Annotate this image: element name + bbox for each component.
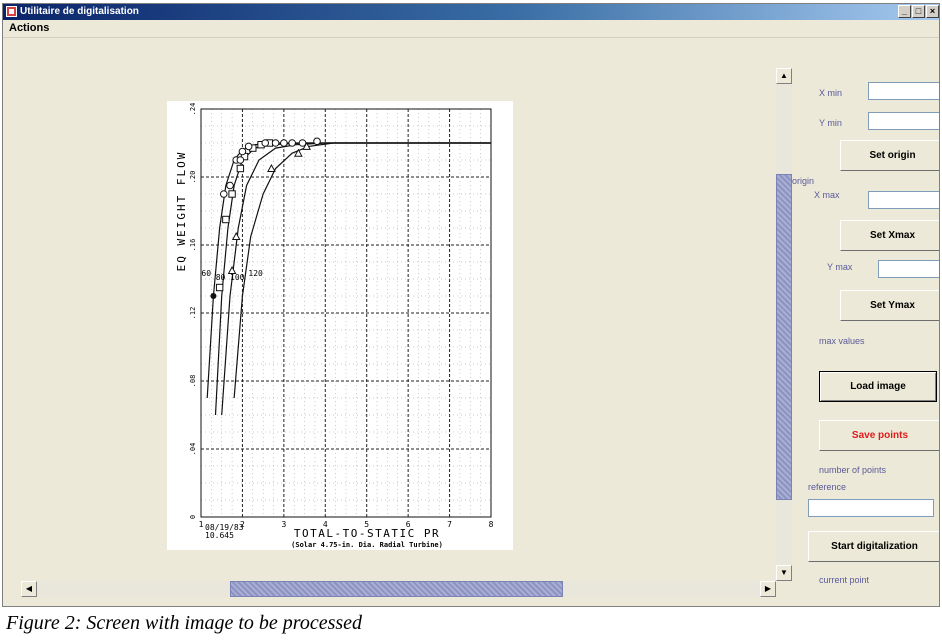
set-origin-button[interactable]: Set origin (840, 140, 939, 171)
scroll-right-icon[interactable]: ▶ (760, 581, 776, 597)
data-point (280, 139, 288, 147)
y-tick-label: 0 (189, 515, 197, 519)
x-tick-label: 4 (323, 520, 328, 529)
y-tick-label: .12 (189, 307, 197, 320)
y-tick-label: .08 (189, 375, 197, 388)
series-label: 120 (248, 269, 263, 278)
data-point (219, 190, 228, 198)
data-point (222, 215, 230, 224)
scroll-left-icon[interactable]: ◀ (21, 581, 37, 597)
figure-caption: Figure 2: Screen with image to be proces… (6, 612, 363, 634)
x-tick-label: 7 (447, 520, 452, 529)
ymax-label: Y max (827, 262, 853, 272)
x-tick-label: 1 (199, 520, 204, 529)
ymax-input[interactable] (878, 260, 939, 278)
xmin-label: X min (819, 88, 843, 98)
data-point (271, 139, 280, 147)
series-label: 80 (216, 273, 226, 282)
window-title: Utilitaire de digitalisation (20, 6, 139, 17)
set-ymax-button[interactable]: Set Ymax (840, 290, 939, 321)
data-point (228, 190, 236, 198)
horizontal-scroll-thumb[interactable] (230, 581, 563, 597)
data-point (227, 265, 237, 274)
set-xmax-button[interactable]: Set Xmax (840, 220, 939, 251)
data-point (288, 139, 296, 147)
data-point (215, 283, 224, 292)
data-point (236, 164, 245, 173)
x-tick-label: 6 (406, 520, 411, 529)
xmax-label: X max (814, 190, 840, 200)
horizontal-scrollbar[interactable]: ◀ ▶ (21, 581, 776, 597)
data-point (313, 137, 321, 146)
menu-actions[interactable]: Actions (9, 22, 50, 34)
close-button[interactable]: × (926, 5, 939, 18)
data-point (226, 181, 234, 190)
data-point (261, 139, 270, 147)
scroll-up-icon[interactable]: ▲ (776, 68, 792, 84)
ymin-input[interactable] (868, 112, 939, 130)
menu-bar: Actions (3, 20, 939, 38)
series-line-100 (221, 142, 491, 416)
data-point (298, 139, 307, 147)
scroll-corner (776, 581, 792, 597)
stamp-id: 10.645 (205, 531, 234, 540)
x-tick-label: 8 (489, 520, 494, 529)
stamp-date: 08/19/83 (205, 523, 244, 532)
app-icon[interactable] (6, 6, 17, 17)
x-axis-title: TOTAL-TO-STATIC PR (294, 527, 440, 540)
series-line-120 (233, 142, 491, 399)
window-controls: _ □ × (898, 5, 939, 19)
y-axis-title: EQ WEIGHT FLOW (175, 151, 188, 272)
x-tick-label: 5 (364, 520, 369, 529)
data-point (294, 148, 303, 157)
image-viewport[interactable]: 1 2 3 4 5 6 7 8 0.04.08.12.16.20.24 60 80 100 120 EQ … (21, 68, 776, 581)
max-values-label: max values (819, 336, 865, 346)
data-point (231, 231, 241, 240)
series-label: 100 (230, 273, 245, 282)
data-point (236, 156, 245, 164)
reference-input[interactable] (808, 499, 934, 517)
minimize-button[interactable]: _ (898, 5, 911, 18)
data-point (210, 293, 217, 299)
data-point (302, 141, 311, 150)
ymin-label: Y min (819, 118, 842, 128)
plot-frame (200, 108, 492, 518)
chart-subtitle: (Solar 4.75-in. Dia. Radial Turbine) (291, 541, 443, 549)
load-image-button[interactable]: Load image (819, 371, 937, 402)
save-points-button[interactable]: Save points (819, 420, 939, 451)
y-tick-label: .16 (189, 239, 197, 252)
start-digitalization-button[interactable]: Start digitalization (808, 531, 939, 562)
data-point (238, 147, 247, 156)
y-tick-label: .24 (189, 103, 197, 116)
control-panel: X min Y min Set origin origin X max Set … (792, 37, 939, 606)
maximize-button[interactable]: □ (912, 5, 925, 18)
vertical-scroll-thumb[interactable] (776, 174, 792, 500)
loaded-image[interactable]: 1 2 3 4 5 6 7 8 0.04.08.12.16.20.24 60 80 100 120 EQ … (167, 101, 513, 550)
series-line-60 (206, 142, 491, 399)
vertical-scrollbar[interactable]: ▲ ▼ (776, 68, 792, 581)
origin-label: origin (792, 176, 815, 186)
y-tick-label: .04 (189, 443, 197, 456)
number-of-points-label: number of points (819, 465, 887, 475)
x-tick-label: 2 (240, 520, 245, 529)
y-tick-label: .20 (189, 171, 197, 184)
xmax-input[interactable] (868, 191, 939, 209)
reference-label: reference (808, 482, 847, 492)
data-point (244, 142, 253, 151)
title-bar[interactable]: Utilitaire de digitalisation _ □ × (3, 4, 939, 20)
xmin-input[interactable] (868, 82, 939, 100)
scroll-down-icon[interactable]: ▼ (776, 565, 792, 581)
data-point (267, 163, 276, 172)
app-window: Utilitaire de digitalisation _ □ × Actio… (2, 3, 940, 607)
x-tick-label: 3 (281, 520, 286, 529)
current-point-label: current point (819, 575, 870, 585)
series-label: 60 (201, 269, 211, 278)
